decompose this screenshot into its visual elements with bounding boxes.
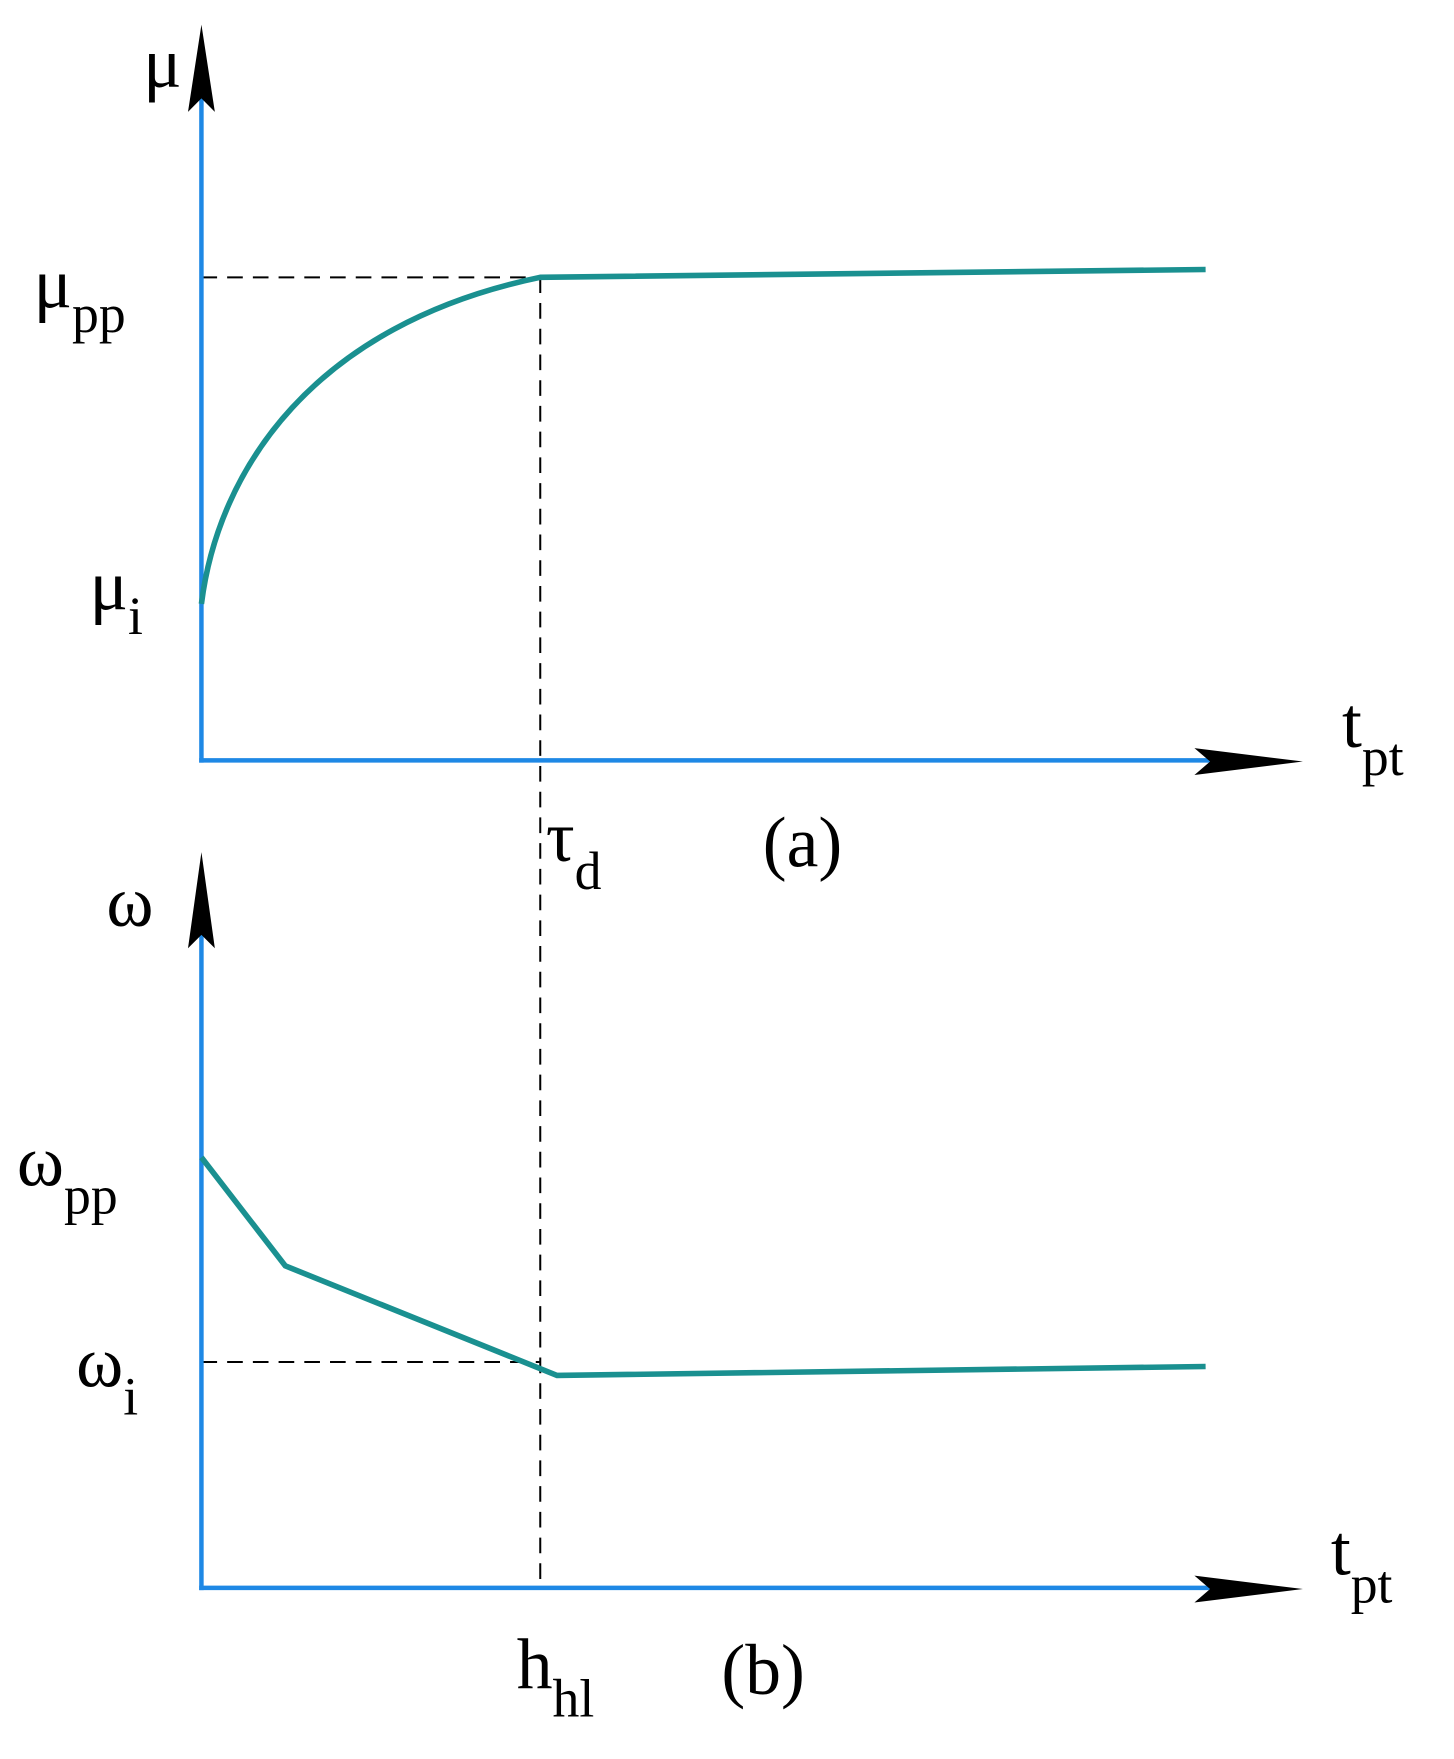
arrow-head: [188, 24, 215, 112]
subscript: i: [123, 1367, 138, 1427]
y-axis-label: μ: [143, 24, 181, 103]
subscript: pp: [72, 284, 126, 344]
curve: [199, 1155, 1206, 1379]
y-axis-label: ω: [106, 863, 153, 942]
curve: [198, 266, 1206, 605]
level-label: ωi: [76, 1324, 138, 1427]
symbol: t: [1342, 684, 1362, 763]
level-label: μpp: [34, 245, 126, 345]
symbol: t: [1331, 1511, 1351, 1590]
subscript: pp: [64, 1165, 118, 1225]
caption: (b): [721, 1631, 804, 1710]
symbol: ω: [76, 1324, 123, 1403]
arrow-head: [1194, 1575, 1303, 1603]
symbol: ω: [17, 1122, 64, 1201]
caption: (a): [763, 804, 842, 883]
arrow-head: [188, 852, 215, 949]
symbol: h: [517, 1626, 553, 1705]
subscript: d: [575, 841, 602, 901]
level-label: ωpp: [17, 1122, 118, 1225]
arrow-head: [1194, 748, 1303, 775]
symbol: μ: [34, 245, 72, 324]
marker-label: τd: [546, 798, 602, 901]
subscript: hl: [553, 1669, 595, 1729]
x-axis-label: tpt: [1342, 684, 1404, 787]
subscript: pt: [1351, 1554, 1393, 1614]
symbol: μ: [90, 546, 128, 625]
subscript: i: [128, 586, 143, 646]
x-axis-label: tpt: [1331, 1511, 1393, 1614]
marker-label: hhl: [517, 1626, 595, 1729]
level-label: μi: [90, 546, 143, 646]
symbol: τ: [546, 798, 575, 877]
subscript: pt: [1362, 727, 1404, 787]
